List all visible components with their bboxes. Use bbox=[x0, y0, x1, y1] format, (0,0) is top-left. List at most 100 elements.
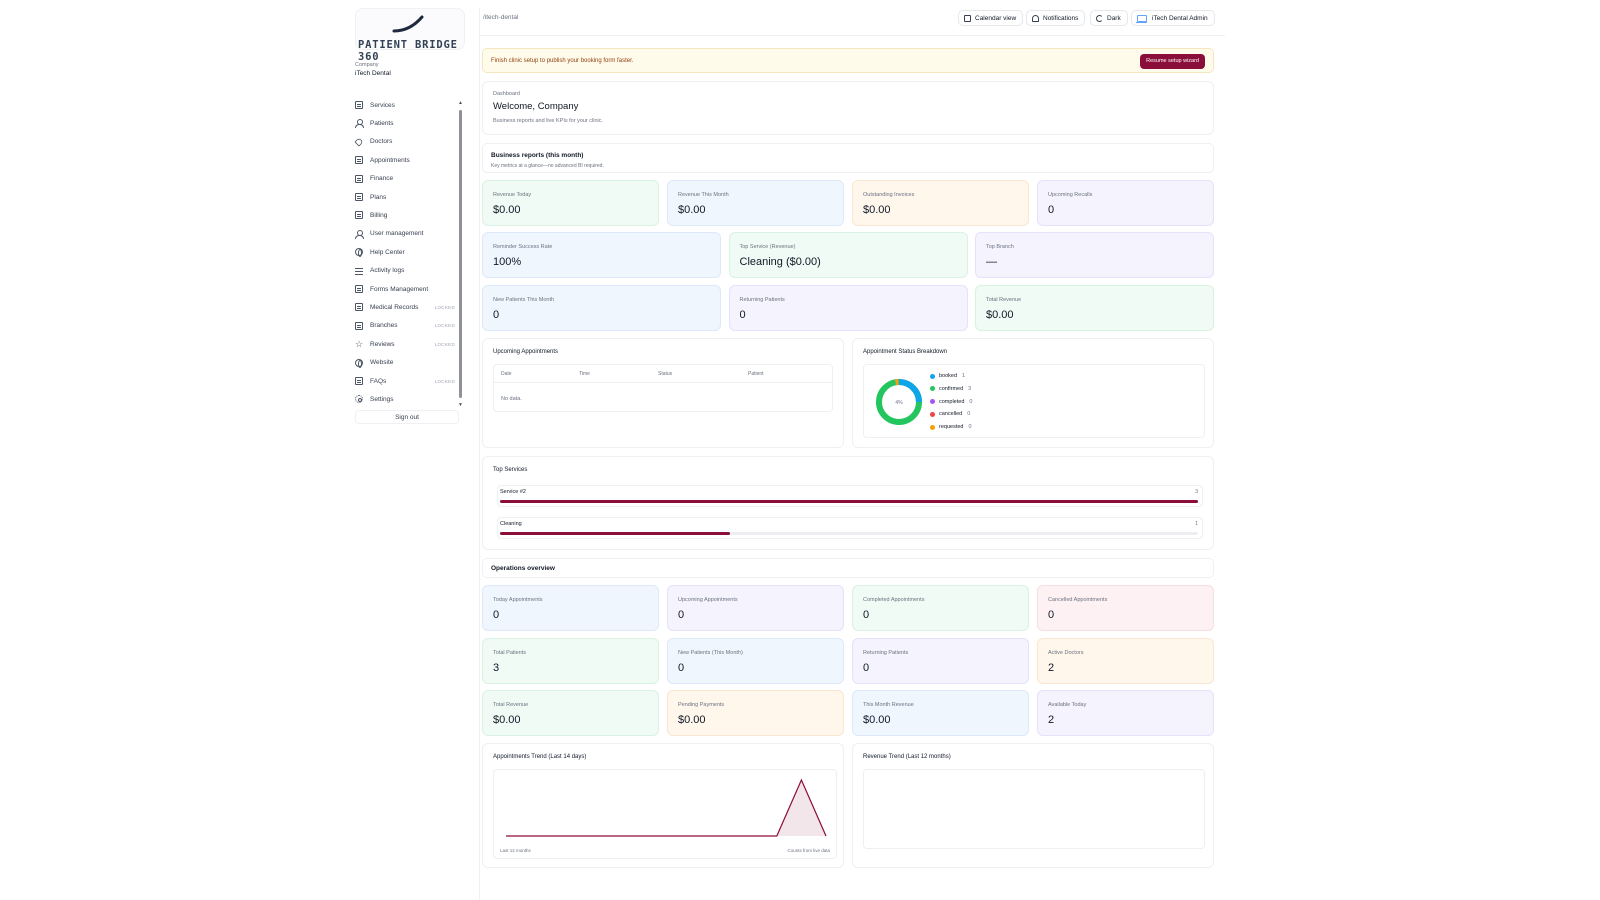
notifications-button[interactable]: Notifications bbox=[1026, 10, 1086, 26]
legend-item-confirmed[interactable]: confirmed 3 bbox=[930, 386, 971, 392]
column-header[interactable]: Patient bbox=[748, 371, 764, 377]
star-icon: ☆ bbox=[355, 339, 364, 350]
moon-icon bbox=[1096, 15, 1103, 22]
sidebar-item-services[interactable]: Services bbox=[355, 98, 455, 112]
sidebar-item-settings[interactable]: Settings bbox=[355, 392, 455, 406]
column-header[interactable]: Time bbox=[579, 371, 590, 377]
kpi-label: Upcoming Recalls bbox=[1048, 192, 1093, 198]
dark-mode-button[interactable]: Dark bbox=[1090, 10, 1128, 26]
revenue-trend-title: Revenue Trend (Last 12 months) bbox=[863, 754, 951, 760]
sidebar-item-appointments[interactable]: Appointments bbox=[355, 153, 455, 167]
kpi-card: Outstanding Invoices $0.00 bbox=[852, 180, 1029, 226]
notifications-label: Notifications bbox=[1043, 15, 1079, 22]
sidebar-item-label: Settings bbox=[370, 395, 394, 403]
kpi-label: New Patients This Month bbox=[493, 297, 555, 303]
kpi-card: Top Branch — bbox=[975, 232, 1214, 278]
service-name: Service #2 bbox=[500, 489, 526, 495]
tag-icon bbox=[354, 137, 364, 147]
scroll-up-icon[interactable]: ▲ bbox=[458, 100, 463, 106]
legend-dot bbox=[930, 399, 935, 405]
legend-item-completed[interactable]: completed 0 bbox=[930, 399, 972, 405]
legend-label: cancelled bbox=[939, 411, 963, 418]
kpi-value: 0 bbox=[678, 609, 685, 621]
kpi-value: 2 bbox=[1048, 714, 1055, 726]
kpi-label: Revenue Today bbox=[493, 192, 532, 198]
trend-line[interactable] bbox=[506, 778, 827, 837]
locked-badge: LOCKED bbox=[434, 378, 455, 384]
appointments-trend-chart: Last 12 months Counts from live data bbox=[493, 769, 837, 859]
sidebar-item-user-management[interactable]: User management bbox=[355, 227, 455, 241]
dark-mode-label: Dark bbox=[1107, 15, 1121, 22]
kpi-card: Completed Appointments 0 bbox=[852, 585, 1029, 631]
kpi-label: Total Revenue bbox=[986, 297, 1022, 303]
scroll-thumb[interactable] bbox=[459, 110, 462, 398]
sidebar-item-patients[interactable]: Patients bbox=[355, 116, 455, 130]
legend-item-cancelled[interactable]: cancelled 0 bbox=[930, 411, 970, 417]
business-reports-title: Business reports (this month) bbox=[491, 152, 584, 159]
sidebar-item-faqs[interactable]: FAQs LOCKED bbox=[355, 374, 455, 388]
sidebar-item-forms-management[interactable]: Forms Management bbox=[355, 282, 455, 296]
admin-account-button[interactable]: iTech Dental Admin bbox=[1131, 10, 1215, 26]
sidebar-item-label: User management bbox=[370, 230, 424, 238]
kpi-card: Pending Payments $0.00 bbox=[667, 690, 844, 736]
column-header[interactable]: Status bbox=[658, 371, 673, 377]
kpi-value: 0 bbox=[493, 609, 500, 621]
locked-badge: LOCKED bbox=[434, 304, 455, 310]
appointments-trend-svg bbox=[506, 778, 827, 837]
kpi-label: Top Branch bbox=[986, 244, 1014, 250]
kpi-label: Today Appointments bbox=[493, 597, 543, 603]
kpi-value: 100% bbox=[493, 256, 522, 268]
calendar-view-button[interactable]: Calendar view bbox=[958, 10, 1024, 26]
kpi-value: — bbox=[986, 256, 997, 268]
cart-icon bbox=[1136, 15, 1147, 23]
kpi-card: Total Patients 3 bbox=[482, 637, 659, 684]
service-bar-fill bbox=[500, 532, 731, 535]
trend-footer-left: Last 12 months bbox=[500, 848, 531, 853]
file-icon bbox=[355, 193, 363, 201]
legend-dot bbox=[930, 411, 935, 417]
donut-slice-booked[interactable] bbox=[876, 379, 922, 425]
sidebar-item-medical-records[interactable]: Medical Records LOCKED bbox=[355, 300, 455, 314]
scroll-down-icon[interactable]: ▼ bbox=[458, 402, 463, 408]
sidebar-nav: ▲ ▼ Services Patients Doctors Appointments F… bbox=[354, 94, 467, 408]
sign-out-button[interactable]: Sign out bbox=[355, 410, 459, 424]
legend-item-requested[interactable]: requested 0 bbox=[930, 424, 972, 430]
sidebar-item-activity-logs[interactable]: Activity logs bbox=[355, 264, 455, 278]
sidebar-item-finance[interactable]: Finance bbox=[355, 172, 455, 186]
resume-setup-button[interactable]: Resume setup wizard bbox=[1140, 54, 1205, 69]
kpi-label: Revenue This Month bbox=[678, 192, 729, 198]
kpi-label: Reminder Success Rate bbox=[493, 244, 553, 250]
file-icon bbox=[355, 377, 363, 385]
top-service-row[interactable]: Cleaning 1 bbox=[497, 517, 1203, 539]
welcome-card: Dashboard Welcome, Company Business repo… bbox=[482, 81, 1214, 135]
sidebar-scrollbar[interactable]: ▲ ▼ bbox=[458, 100, 463, 408]
sidebar-item-help-center[interactable]: Help Center bbox=[355, 245, 455, 259]
brand-logo[interactable]: PATIENT BRIDGE 360 bbox=[355, 8, 465, 63]
kpi-label: Upcoming Appointments bbox=[678, 597, 738, 603]
sidebar-item-website[interactable]: Website bbox=[355, 356, 455, 370]
user-icon bbox=[355, 119, 364, 129]
sidebar-item-plans[interactable]: Plans bbox=[355, 190, 455, 204]
kpi-label: Completed Appointments bbox=[863, 597, 925, 603]
top-service-row[interactable]: Service #2 3 bbox=[497, 485, 1203, 507]
admin-name: iTech Dental Admin bbox=[1152, 15, 1208, 22]
legend-item-booked[interactable]: booked 1 bbox=[930, 373, 965, 379]
sidebar-item-branches[interactable]: Branches LOCKED bbox=[355, 319, 455, 333]
donut-slice-requested[interactable] bbox=[876, 379, 922, 425]
sidebar-item-billing[interactable]: Billing bbox=[355, 208, 455, 222]
legend-label: completed bbox=[939, 398, 965, 405]
column-header[interactable]: Date bbox=[501, 371, 512, 377]
sidebar-item-reviews[interactable]: ☆ Reviews LOCKED bbox=[355, 337, 455, 351]
kpi-card: Reminder Success Rate 100% bbox=[482, 232, 721, 278]
donut-center-label: 4% bbox=[895, 400, 903, 406]
sidebar-item-label: Reviews bbox=[370, 340, 395, 348]
legend-label: booked bbox=[939, 373, 958, 379]
kpi-card: Returning Patients 0 bbox=[852, 637, 1029, 684]
trend-footer-right: Counts from live data bbox=[787, 848, 830, 853]
sidebar-item-doctors[interactable]: Doctors bbox=[354, 135, 455, 149]
kpi-value: 0 bbox=[863, 609, 870, 621]
legend-label: confirmed bbox=[939, 385, 964, 392]
breadcrumb[interactable]: /itech-dental bbox=[483, 14, 519, 21]
kpi-value: $0.00 bbox=[863, 714, 891, 726]
